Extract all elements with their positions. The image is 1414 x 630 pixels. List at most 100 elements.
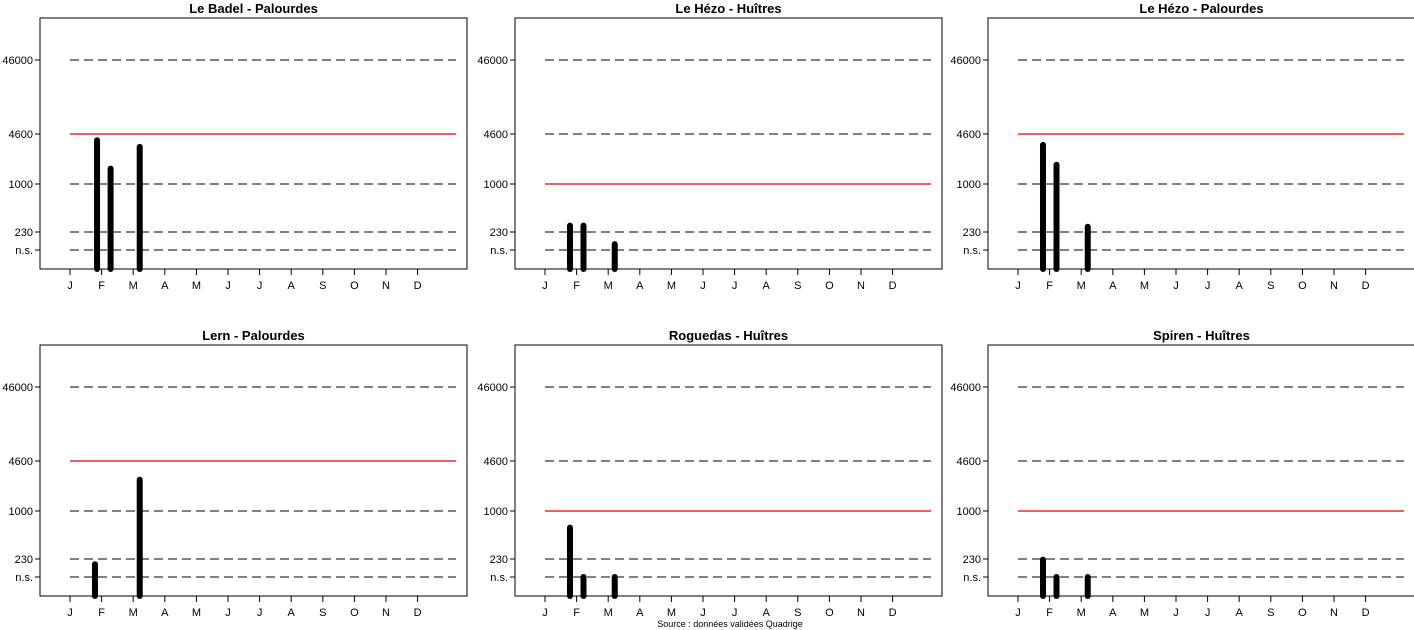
- x-tick-label: M: [1077, 607, 1086, 619]
- y-tick-label: 46000: [477, 55, 508, 67]
- x-tick-label: J: [700, 280, 706, 292]
- x-tick-label: N: [857, 280, 865, 292]
- x-tick-label: O: [350, 280, 359, 292]
- y-tick-label: 1000: [484, 506, 508, 518]
- panel-6-frame: [987, 344, 1414, 597]
- panel-5-title: Roguedas - Huîtres: [669, 328, 788, 343]
- y-tick-label: 4600: [484, 129, 508, 141]
- y-tick-label: 4600: [484, 456, 508, 468]
- source-caption: Source : données validées Quadrige: [657, 619, 803, 629]
- x-tick-label: N: [857, 607, 865, 619]
- x-tick-label: O: [350, 607, 359, 619]
- panel-6-title: Spiren - Huîtres: [1153, 328, 1250, 343]
- x-tick-label: J: [1205, 280, 1211, 292]
- x-tick-label: S: [1267, 280, 1274, 292]
- panel-2-title: Le Hézo - Huîtres: [675, 1, 781, 16]
- x-tick-label: M: [667, 280, 676, 292]
- x-tick-label: S: [1267, 607, 1274, 619]
- x-tick-label: S: [319, 280, 326, 292]
- x-tick-label: N: [382, 280, 390, 292]
- x-tick-label: F: [573, 280, 580, 292]
- x-tick-label: D: [414, 607, 422, 619]
- x-tick-label: J: [1173, 607, 1179, 619]
- x-tick-label: J: [67, 607, 73, 619]
- x-tick-label: O: [825, 607, 834, 619]
- y-tick-label: n.s.: [15, 245, 33, 257]
- y-tick-label: 46000: [2, 55, 33, 67]
- y-tick-label: 4600: [9, 129, 33, 141]
- x-tick-label: J: [1015, 280, 1021, 292]
- panel-1-frame: [39, 17, 468, 270]
- y-tick-label: 1000: [9, 506, 33, 518]
- x-tick-label: N: [1330, 607, 1338, 619]
- x-tick-label: F: [1046, 607, 1053, 619]
- x-tick-label: F: [98, 280, 105, 292]
- x-tick-label: A: [1109, 280, 1117, 292]
- x-tick-label: A: [1236, 280, 1244, 292]
- x-tick-label: O: [1298, 280, 1307, 292]
- y-tick-label: 230: [963, 554, 981, 566]
- y-tick-label: n.s.: [490, 245, 508, 257]
- x-tick-label: M: [1077, 280, 1086, 292]
- y-tick-label: 46000: [2, 382, 33, 394]
- x-tick-label: J: [1173, 280, 1179, 292]
- x-tick-label: M: [1140, 280, 1149, 292]
- y-tick-label: 4600: [957, 129, 981, 141]
- x-tick-label: D: [414, 280, 422, 292]
- x-tick-label: F: [1046, 280, 1053, 292]
- x-tick-label: M: [129, 607, 138, 619]
- x-tick-label: A: [636, 607, 644, 619]
- x-tick-label: D: [889, 607, 897, 619]
- y-tick-label: 230: [15, 554, 33, 566]
- panel-3-frame: [987, 17, 1414, 270]
- x-tick-label: J: [732, 607, 738, 619]
- y-tick-label: 230: [963, 227, 981, 239]
- panel-5-frame: [514, 344, 943, 597]
- x-tick-label: M: [192, 607, 201, 619]
- x-tick-label: S: [794, 280, 801, 292]
- x-tick-label: J: [67, 280, 73, 292]
- x-tick-label: J: [257, 280, 263, 292]
- x-tick-label: J: [542, 607, 548, 619]
- x-tick-label: M: [604, 280, 613, 292]
- y-tick-label: 1000: [484, 179, 508, 191]
- x-tick-label: D: [1362, 607, 1370, 619]
- y-tick-label: 46000: [477, 382, 508, 394]
- x-tick-label: A: [161, 280, 169, 292]
- x-tick-label: J: [700, 607, 706, 619]
- x-tick-label: M: [129, 280, 138, 292]
- y-tick-label: n.s.: [15, 572, 33, 584]
- y-tick-label: 1000: [9, 179, 33, 191]
- y-tick-label: 230: [15, 227, 33, 239]
- y-tick-label: 230: [490, 227, 508, 239]
- panel-1-title: Le Badel - Palourdes: [189, 1, 318, 16]
- x-tick-label: M: [667, 607, 676, 619]
- panel-2-frame: [514, 17, 943, 270]
- x-tick-label: J: [257, 607, 263, 619]
- y-tick-label: 4600: [957, 456, 981, 468]
- x-tick-label: J: [225, 607, 231, 619]
- y-tick-label: n.s.: [963, 572, 981, 584]
- x-tick-label: A: [763, 607, 771, 619]
- x-tick-label: J: [1205, 607, 1211, 619]
- panel-4-title: Lern - Palourdes: [202, 328, 305, 343]
- x-tick-label: A: [288, 607, 296, 619]
- x-tick-label: O: [825, 280, 834, 292]
- y-tick-label: 4600: [9, 456, 33, 468]
- x-tick-label: M: [1140, 607, 1149, 619]
- x-tick-label: O: [1298, 607, 1307, 619]
- x-tick-label: S: [319, 607, 326, 619]
- x-tick-label: N: [382, 607, 390, 619]
- x-tick-label: J: [542, 280, 548, 292]
- x-tick-label: A: [161, 607, 169, 619]
- x-tick-label: F: [98, 607, 105, 619]
- x-tick-label: A: [763, 280, 771, 292]
- panel-4-frame: [39, 344, 468, 597]
- x-tick-label: M: [604, 607, 613, 619]
- x-tick-label: A: [288, 280, 296, 292]
- x-tick-label: D: [1362, 280, 1370, 292]
- x-tick-label: D: [889, 280, 897, 292]
- y-tick-label: n.s.: [963, 245, 981, 257]
- x-tick-label: A: [1109, 607, 1117, 619]
- x-tick-label: J: [1015, 607, 1021, 619]
